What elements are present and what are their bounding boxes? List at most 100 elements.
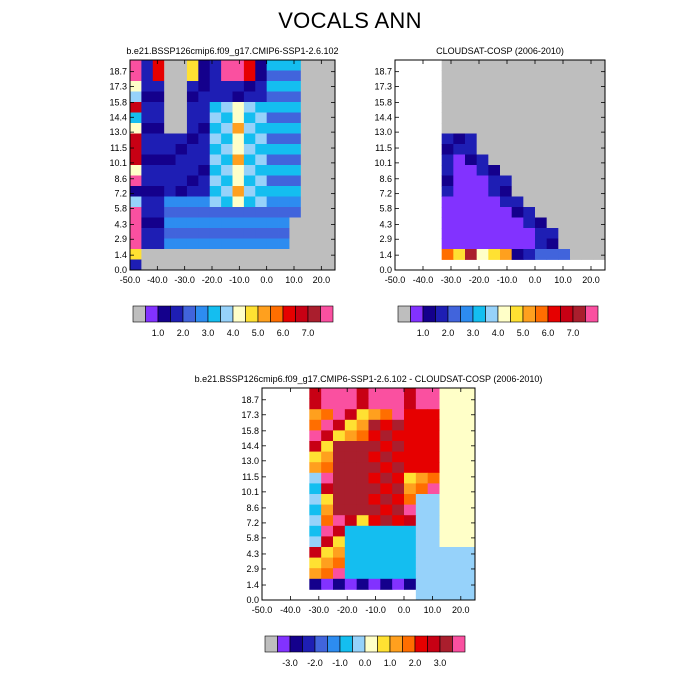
- y-tick-label: 18.7: [109, 67, 127, 77]
- heatmap-cell: [186, 175, 199, 187]
- heatmap-cell: [581, 60, 594, 71]
- heatmap-cell: [266, 123, 279, 134]
- heatmap-cell: [164, 196, 176, 208]
- heatmap-cell: [441, 238, 454, 250]
- heatmap-cell: [243, 249, 256, 260]
- heatmap-cell: [593, 228, 606, 239]
- heatmap-cell: [511, 123, 524, 134]
- colorbar-box: [422, 305, 436, 323]
- y-tick-label: 1.4: [379, 250, 392, 260]
- colorbar-label: 2.0: [409, 658, 422, 668]
- heatmap-cell: [500, 249, 513, 260]
- heatmap-cell: [523, 217, 536, 229]
- heatmap-cell: [392, 451, 405, 463]
- heatmap-cell: [380, 525, 393, 537]
- heatmap-cell: [141, 259, 154, 271]
- heatmap-cell: [453, 60, 466, 71]
- heatmap-cell: [198, 91, 211, 103]
- heatmap-cell: [535, 207, 548, 218]
- heatmap-cell: [278, 238, 290, 250]
- heatmap-cell: [488, 207, 501, 218]
- colorbar-box: [245, 305, 259, 323]
- colorbar-label: 4.0: [227, 328, 240, 338]
- heatmap-cell: [312, 60, 325, 71]
- heatmap-cell: [186, 133, 199, 145]
- heatmap-cell: [321, 409, 334, 421]
- x-tick-label: -40.0: [147, 275, 168, 285]
- heatmap-cell: [356, 419, 369, 431]
- heatmap-cell: [266, 60, 279, 71]
- heatmap-cell: [500, 112, 513, 124]
- heatmap-cell: [266, 259, 279, 271]
- heatmap-cell: [344, 547, 358, 558]
- heatmap-cell: [593, 81, 606, 92]
- heatmap-cell: [368, 515, 381, 527]
- heatmap-cell: [500, 133, 513, 145]
- heatmap-cell: [463, 441, 476, 452]
- heatmap-cell: [130, 102, 142, 113]
- heatmap-cell: [300, 70, 313, 82]
- heatmap-cell: [344, 578, 358, 590]
- heatmap-cell: [175, 228, 188, 239]
- colorbar-box: [377, 635, 391, 653]
- heatmap-cell: [130, 81, 142, 92]
- heatmap-cell: [344, 568, 358, 580]
- heatmap-cell: [511, 249, 524, 260]
- heatmap-cell: [309, 462, 322, 474]
- heatmap-cell: [289, 81, 302, 92]
- panel-3: b.e21.BSSP126cmip6.f09_g17.CMIP6-SSP1-2.…: [195, 374, 543, 668]
- heatmap-cell: [463, 419, 476, 431]
- heatmap-cell: [581, 133, 594, 145]
- heatmap-cell: [453, 196, 466, 208]
- heatmap-cell: [404, 494, 417, 505]
- heatmap-cell: [278, 133, 290, 145]
- heatmap-cell: [392, 483, 405, 495]
- heatmap-cell: [463, 578, 476, 590]
- heatmap-cell: [427, 589, 440, 601]
- colorbar-box: [547, 305, 561, 323]
- heatmap-cell: [278, 102, 290, 113]
- heatmap-cell: [523, 154, 536, 166]
- heatmap-cell: [300, 91, 313, 103]
- heatmap-cell: [593, 91, 606, 103]
- heatmap-cell: [570, 144, 583, 155]
- heatmap-cell: [309, 515, 322, 527]
- colorbar-box: [145, 305, 159, 323]
- heatmap-cell: [488, 60, 501, 71]
- heatmap-cell: [465, 81, 478, 92]
- heatmap-cell: [278, 154, 290, 166]
- heatmap-cell: [415, 547, 429, 558]
- colorbar-box: [472, 305, 486, 323]
- heatmap-cell: [186, 238, 199, 250]
- heatmap-cell: [333, 557, 346, 569]
- heatmap-cell: [232, 259, 245, 271]
- heatmap-cell: [511, 154, 524, 166]
- heatmap-cell: [321, 536, 334, 548]
- heatmap-cell: [581, 228, 594, 239]
- heatmap-cell: [581, 207, 594, 218]
- heatmap-cell: [255, 133, 268, 145]
- y-tick-label: 13.0: [109, 127, 127, 137]
- heatmap-cell: [344, 430, 358, 442]
- heatmap-cell: [255, 175, 268, 187]
- heatmap-cell: [500, 154, 513, 166]
- heatmap-cell: [309, 441, 322, 452]
- heatmap-cell: [309, 419, 322, 431]
- heatmap-cell: [309, 494, 322, 505]
- heatmap-cell: [130, 249, 142, 260]
- heatmap-cell: [312, 249, 325, 260]
- heatmap-cell: [309, 525, 322, 537]
- heatmap-cell: [439, 409, 452, 421]
- heatmap-cell: [289, 133, 302, 145]
- colorbar-box: [452, 635, 466, 653]
- heatmap-cell: [392, 494, 405, 505]
- heatmap-cell: [581, 123, 594, 134]
- heatmap-cell: [463, 568, 476, 580]
- heatmap-cell: [255, 259, 268, 271]
- heatmap-cell: [500, 102, 513, 113]
- heatmap-cell: [439, 472, 452, 484]
- heatmap-cell: [558, 81, 571, 92]
- colorbar-box: [427, 635, 441, 653]
- heatmap-cell: [415, 472, 429, 484]
- colorbar-label: 7.0: [302, 328, 315, 338]
